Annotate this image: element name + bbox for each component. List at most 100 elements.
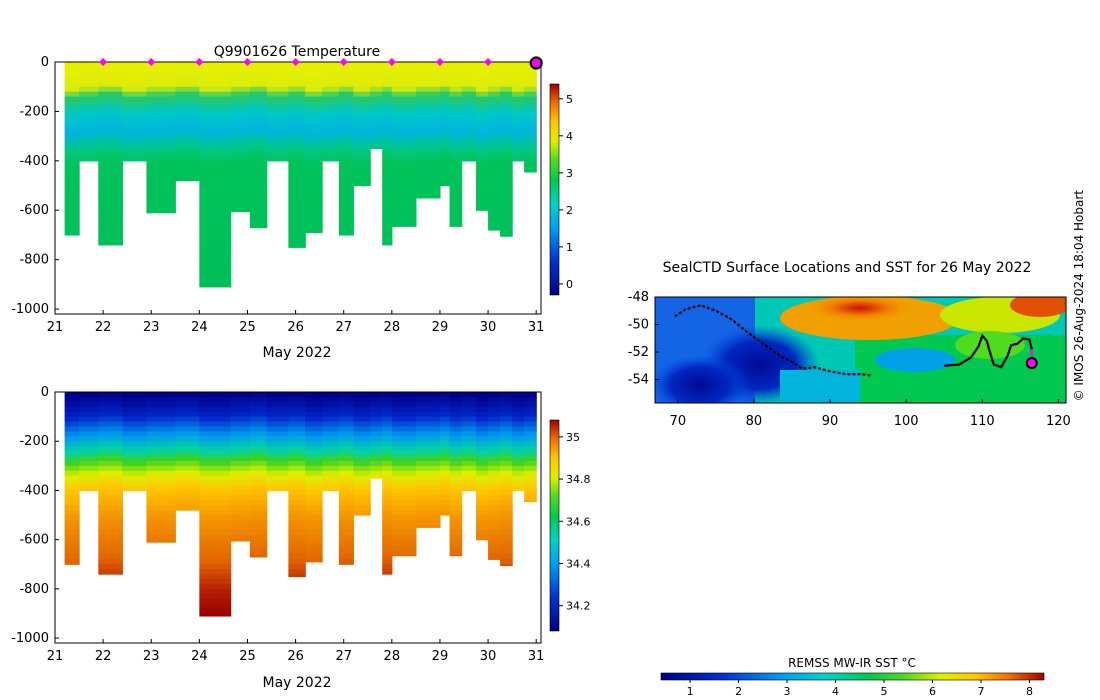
salinity-cell bbox=[98, 524, 123, 531]
salinity-cell bbox=[449, 495, 463, 501]
salinity-cell bbox=[98, 401, 123, 408]
sst-colorbar bbox=[660, 672, 1045, 681]
salinity-cell bbox=[512, 460, 525, 467]
temperature-cell bbox=[249, 150, 268, 157]
salinity-cell bbox=[64, 421, 80, 428]
temperature-cell bbox=[146, 195, 176, 201]
surface-marker bbox=[435, 58, 444, 66]
salinity-cell bbox=[288, 421, 306, 428]
salinity-cell bbox=[288, 529, 306, 536]
salinity-cell bbox=[199, 460, 232, 467]
temperature-cell bbox=[488, 155, 501, 162]
temperature-cell bbox=[488, 146, 501, 152]
salinity-cell bbox=[370, 436, 383, 442]
surface-marker bbox=[291, 58, 300, 66]
temperature-cell bbox=[64, 215, 80, 221]
salinity-cell bbox=[199, 603, 232, 610]
temperature-cell bbox=[476, 180, 489, 187]
temperature-cell bbox=[266, 106, 289, 113]
salinity-cell bbox=[391, 554, 417, 557]
temperature-cell bbox=[524, 81, 537, 88]
salinity-cell bbox=[122, 416, 148, 423]
salinity-cell bbox=[439, 396, 451, 403]
temperature-cell bbox=[500, 230, 513, 236]
temperature-cell bbox=[500, 66, 513, 73]
salinity-cell bbox=[500, 519, 513, 526]
temperature-cell bbox=[338, 185, 354, 192]
temperature-cell bbox=[64, 210, 80, 216]
temperature-cell bbox=[199, 234, 232, 241]
salinity-cell bbox=[98, 396, 123, 403]
salinity-cell bbox=[64, 406, 80, 413]
salinity-cell bbox=[382, 416, 393, 423]
temperature-cell bbox=[230, 180, 251, 187]
temperature-cell bbox=[79, 150, 99, 157]
temperature-cell bbox=[338, 146, 354, 152]
salinity-cell bbox=[500, 460, 513, 467]
salinity-cell bbox=[98, 485, 123, 492]
salinity-cell bbox=[449, 510, 463, 516]
salinity-cell bbox=[488, 544, 501, 551]
salinity-cell bbox=[230, 411, 251, 418]
temperature-cell bbox=[305, 200, 323, 206]
temperature-cell bbox=[122, 86, 148, 93]
salinity-cell bbox=[249, 441, 268, 447]
salinity-cell bbox=[415, 426, 441, 432]
salinity-cell bbox=[415, 470, 441, 477]
salinity-cell bbox=[199, 446, 232, 452]
salinity-cell bbox=[415, 510, 441, 516]
temperature-cell bbox=[266, 71, 289, 78]
salinity-cell bbox=[382, 510, 393, 516]
temperature-cell bbox=[199, 86, 232, 93]
temperature-cell bbox=[199, 205, 232, 211]
temperature-cell bbox=[98, 81, 123, 88]
temperature-cell bbox=[338, 141, 354, 147]
temperature-cell bbox=[461, 86, 477, 93]
salinity-cell bbox=[500, 406, 513, 413]
temperature-cell bbox=[175, 91, 200, 98]
temperature-cell bbox=[122, 141, 148, 147]
temperature-cell bbox=[391, 215, 417, 221]
temperature-cell bbox=[338, 190, 354, 197]
salinity-cell bbox=[338, 441, 354, 447]
temperature-cell bbox=[98, 141, 123, 147]
temperature-cell bbox=[382, 239, 393, 246]
temperature-cell bbox=[338, 230, 354, 236]
salinity-cell bbox=[122, 475, 148, 482]
salinity-cell bbox=[476, 510, 489, 516]
temperature-cell bbox=[449, 200, 463, 206]
salinity-cell bbox=[199, 583, 232, 590]
temperature-cell bbox=[64, 200, 80, 206]
salinity-cell bbox=[122, 396, 148, 403]
temperature-cell bbox=[230, 126, 251, 132]
sst-colorbar-label: REMSS MW-IR SST °C bbox=[788, 656, 916, 670]
salinity-cell bbox=[288, 465, 306, 472]
salinity-cell bbox=[476, 446, 489, 452]
temperature-cell bbox=[175, 86, 200, 93]
temperature-cell bbox=[524, 165, 537, 172]
temperature-cell bbox=[382, 121, 393, 127]
salinity-cell bbox=[199, 416, 232, 423]
temperature-cell bbox=[500, 190, 513, 197]
temperature-cell bbox=[370, 136, 383, 142]
salinity-panel: 21 22 23 24 25 26 27 28 29 30 31 0-200-400-600-800… bbox=[11, 385, 590, 691]
salinity-cell bbox=[288, 519, 306, 526]
salinity-cell bbox=[64, 470, 80, 477]
temperature-cell bbox=[288, 180, 306, 187]
temperature-cell bbox=[461, 101, 477, 108]
temperature-colorbar-tick-label: 2 bbox=[566, 204, 573, 217]
temperature-cell bbox=[461, 141, 477, 147]
salinity-cell bbox=[353, 480, 371, 487]
temperature-cell bbox=[98, 126, 123, 132]
salinity-cell bbox=[122, 446, 148, 452]
temperature-cell bbox=[288, 210, 306, 216]
temperature-cell bbox=[64, 195, 80, 201]
temperature-cell bbox=[288, 121, 306, 127]
temperature-cell bbox=[230, 210, 251, 213]
temperature-cell bbox=[122, 126, 148, 132]
temperature-cell bbox=[512, 62, 525, 68]
salinity-cell bbox=[79, 396, 99, 403]
salinity-cell bbox=[353, 510, 371, 516]
salinity-cell bbox=[439, 431, 451, 437]
salinity-cell bbox=[122, 426, 148, 432]
